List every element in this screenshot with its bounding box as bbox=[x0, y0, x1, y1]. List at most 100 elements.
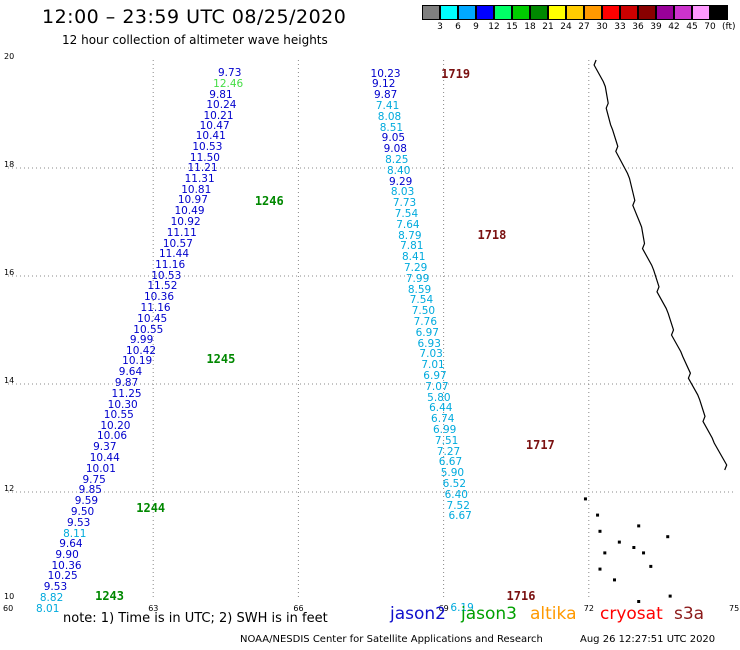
wave-height-label: 10.01 bbox=[85, 462, 116, 475]
island-mark bbox=[583, 497, 587, 501]
legend-label: 6 bbox=[455, 22, 461, 32]
island-mark bbox=[598, 529, 602, 533]
wave-height-label: 8.40 bbox=[387, 164, 411, 177]
wave-height-label: 6.67 bbox=[448, 510, 472, 523]
wave-height-label: 10.20 bbox=[100, 420, 131, 433]
lon-tick-label: 63 bbox=[148, 604, 159, 613]
wave-height-label: 10.49 bbox=[174, 205, 205, 218]
wave-height-label: 11.52 bbox=[147, 280, 178, 293]
wave-height-label: 9.87 bbox=[373, 89, 398, 102]
wave-height-label: 8.82 bbox=[39, 591, 64, 604]
wave-height-label: 10.55 bbox=[133, 323, 164, 336]
island-mark bbox=[649, 564, 653, 568]
wave-height-label: 6.97 bbox=[415, 326, 439, 339]
pass-time-label: 1243 bbox=[95, 588, 125, 603]
wave-height-label: 6.44 bbox=[429, 402, 453, 415]
island-mark bbox=[632, 546, 636, 549]
timestamp-text: Aug 26 12:27:51 UTC 2020 bbox=[580, 634, 716, 645]
wave-height-label: 10.53 bbox=[151, 269, 182, 282]
wave-height-label: 7.41 bbox=[375, 99, 400, 112]
wave-height-label: 10.45 bbox=[137, 312, 168, 325]
legend-swatch bbox=[638, 5, 656, 20]
wave-height-label: 7.51 bbox=[434, 434, 459, 447]
wave-height-label: 10.25 bbox=[47, 570, 78, 583]
legend-unit: (ft) bbox=[722, 22, 736, 32]
wave-height-label: 9.90 bbox=[55, 549, 79, 562]
lon-tick-label: 69 bbox=[438, 604, 449, 613]
wave-height-label: 10.30 bbox=[107, 398, 138, 411]
legend-swatch bbox=[656, 5, 674, 20]
lat-tick-label: 10 bbox=[4, 592, 15, 601]
wave-height-label: 10.19 bbox=[122, 355, 153, 368]
wave-height-label: 9.81 bbox=[209, 88, 233, 101]
wave-height-label: 7.81 bbox=[400, 240, 424, 253]
wave-height-label: 10.36 bbox=[51, 560, 82, 573]
island-mark bbox=[617, 540, 621, 544]
wave-height-label: 8.25 bbox=[385, 153, 409, 166]
legend-label: 3 bbox=[437, 22, 443, 32]
wave-height-label: 7.99 bbox=[405, 272, 430, 285]
wave-height-label: 10.55 bbox=[103, 409, 134, 422]
wave-height-label: 12.46 bbox=[213, 77, 244, 90]
wave-height-label: 9.08 bbox=[383, 143, 407, 156]
wave-height-label: 9.59 bbox=[74, 495, 99, 508]
wave-height-label: 9.73 bbox=[218, 67, 242, 80]
wave-height-label: 8.41 bbox=[402, 251, 426, 264]
wave-height-label: 7.73 bbox=[392, 197, 417, 210]
legend-label: 36 bbox=[632, 22, 644, 32]
wave-height-label: 7.64 bbox=[396, 218, 420, 231]
satellite-name-cryosat: cryosat bbox=[600, 604, 663, 624]
legend-label: 42 bbox=[668, 22, 680, 32]
wave-height-label: 11.16 bbox=[155, 258, 186, 271]
legend-label: 21 bbox=[542, 22, 554, 32]
pass-time-label: 1246 bbox=[254, 194, 284, 209]
island-mark bbox=[668, 594, 672, 598]
wave-height-label: 5.80 bbox=[427, 391, 451, 404]
legend-label: 12 bbox=[488, 22, 500, 32]
legend-label: 39 bbox=[650, 22, 662, 32]
wave-height-label: 6.19 bbox=[450, 601, 474, 614]
lon-tick-label: 72 bbox=[583, 604, 594, 613]
legend-label: 18 bbox=[524, 22, 536, 32]
island-mark bbox=[642, 551, 646, 555]
satellite-name-jason2: jason2 bbox=[390, 604, 446, 624]
wave-height-label: 11.16 bbox=[140, 301, 171, 314]
wave-height-label: 6.99 bbox=[432, 423, 457, 436]
wave-height-label: 9.50 bbox=[70, 506, 95, 519]
legend-swatch bbox=[458, 5, 476, 20]
legend-label: 33 bbox=[614, 22, 626, 32]
wave-height-label: 9.53 bbox=[66, 516, 91, 529]
wave-height-label: 10.92 bbox=[170, 216, 201, 229]
island-mark bbox=[603, 551, 607, 555]
wave-height-label: 5.90 bbox=[440, 467, 465, 480]
wave-height-label: 10.24 bbox=[206, 99, 237, 112]
legend-swatch bbox=[620, 5, 638, 20]
pass-time-label: 1244 bbox=[136, 501, 166, 516]
satellite-name-altika: altika bbox=[530, 604, 577, 624]
wave-height-label: 9.37 bbox=[93, 441, 117, 454]
wave-height-label: 6.93 bbox=[417, 337, 441, 350]
wave-height-label: 6.67 bbox=[438, 456, 463, 469]
legend-swatch bbox=[440, 5, 458, 20]
wave-height-label: 11.11 bbox=[166, 226, 197, 239]
wave-height-label: 9.75 bbox=[82, 473, 106, 486]
pass-time-label: 1718 bbox=[477, 227, 507, 242]
wave-height-label: 9.12 bbox=[372, 78, 396, 91]
wave-height-label: 7.03 bbox=[419, 348, 443, 361]
wave-height-label: 10.97 bbox=[177, 194, 208, 207]
wave-height-label: 7.54 bbox=[394, 207, 419, 220]
pass-time-label: 1716 bbox=[506, 588, 536, 603]
legend-swatch bbox=[422, 5, 440, 20]
island-mark bbox=[666, 535, 670, 539]
lat-tick-label: 20 bbox=[4, 52, 15, 61]
wave-height-label: 11.25 bbox=[111, 387, 142, 400]
credit-text: NOAA/NESDIS Center for Satellite Applica… bbox=[240, 634, 543, 645]
wave-height-label: 10.57 bbox=[162, 237, 193, 250]
wave-height-label: 7.01 bbox=[421, 359, 445, 372]
lat-tick-label: 14 bbox=[4, 376, 15, 385]
wave-height-label: 7.76 bbox=[413, 315, 438, 328]
lat-tick-label: 12 bbox=[4, 484, 15, 493]
legend-swatch bbox=[692, 5, 710, 20]
